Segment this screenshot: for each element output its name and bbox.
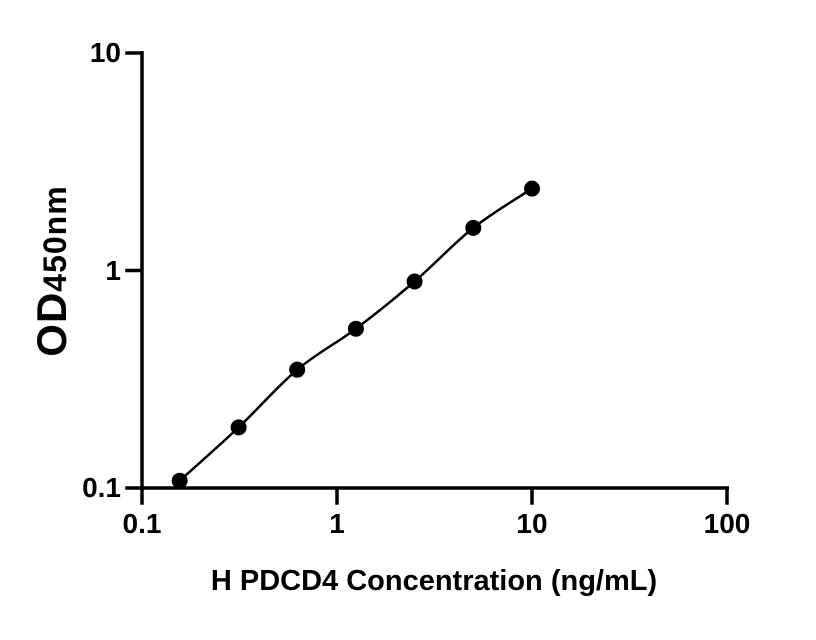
x-tick-label: 10 <box>516 508 548 539</box>
y-tick-label: 1 <box>105 254 121 286</box>
data-point-marker <box>289 361 306 378</box>
y-axis-title: OD450nm <box>28 141 75 401</box>
data-point-marker <box>524 180 540 197</box>
y-tick-label: 10 <box>89 37 121 68</box>
y-axis-title-main: OD <box>28 291 75 357</box>
x-axis-title: H PDCD4 Concentration (ng/mL) <box>210 565 658 597</box>
data-point-marker <box>347 320 364 337</box>
data-point-marker <box>406 273 423 290</box>
x-tick-label: 0.1 <box>122 508 162 539</box>
data-point-marker <box>230 419 247 436</box>
x-tick-label: 100 <box>703 508 751 539</box>
x-tick-label: 1 <box>329 508 345 539</box>
y-axis-title-sub: 450nm <box>37 185 73 292</box>
data-point-marker <box>465 219 482 236</box>
y-tick-label: 0.1 <box>82 472 121 503</box>
data-point-marker <box>171 472 188 489</box>
